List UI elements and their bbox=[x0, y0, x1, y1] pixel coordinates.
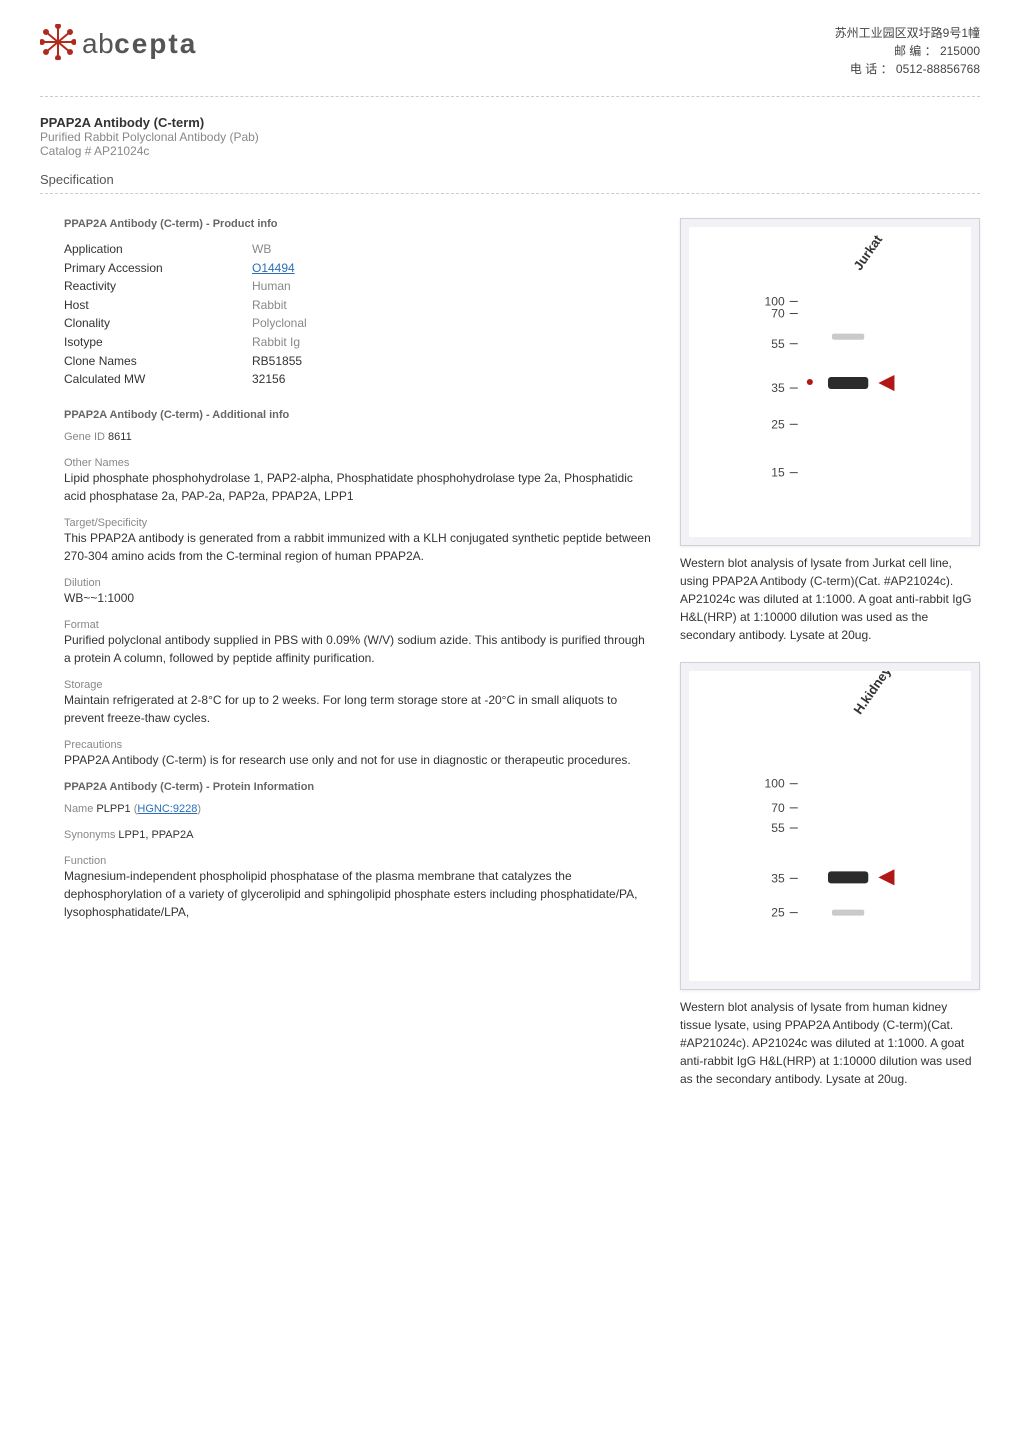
figure-2-box: H.kidney10070553525 bbox=[680, 662, 980, 990]
svg-text:25: 25 bbox=[771, 906, 785, 920]
kv-val: WB bbox=[252, 240, 271, 259]
field-label: Storage bbox=[64, 679, 652, 691]
field-text: This PPAP2A antibody is generated from a… bbox=[64, 529, 652, 565]
hgnc-link[interactable]: HGNC:9228 bbox=[137, 803, 197, 815]
kv-row: IsotypeRabbit Ig bbox=[64, 333, 652, 352]
kv-row: HostRabbit bbox=[64, 296, 652, 315]
gene-id-row: Gene ID 8611 bbox=[64, 431, 652, 443]
logo-word: abcepta bbox=[82, 28, 197, 60]
kv-val: Polyclonal bbox=[252, 314, 307, 333]
product-info-heading: PPAP2A Antibody (C-term) - Product info bbox=[64, 218, 652, 230]
brand-prefix: ab bbox=[82, 28, 114, 59]
synonyms-row: Synonyms LPP1, PPAP2A bbox=[64, 829, 652, 841]
svg-text:100: 100 bbox=[765, 777, 785, 791]
kv-key: Primary Accession bbox=[64, 259, 252, 278]
kv-key: Clone Names bbox=[64, 352, 252, 371]
kv-row: Primary AccessionO14494 bbox=[64, 259, 652, 278]
field-label: Precautions bbox=[64, 739, 652, 751]
right-column: Jurkat1007055352515 Western blot analysi… bbox=[680, 218, 980, 1106]
field-text: Lipid phosphate phosphohydrolase 1, PAP2… bbox=[64, 469, 652, 505]
addr-line2: 邮 编 ： 215000 bbox=[835, 42, 980, 60]
field-label: Dilution bbox=[64, 577, 652, 589]
additional-blocks: Other NamesLipid phosphate phosphohydrol… bbox=[64, 457, 652, 769]
kv-row: Clone NamesRB51855 bbox=[64, 352, 652, 371]
product-catalog: Catalog # AP21024c bbox=[40, 144, 980, 158]
figure-1-box: Jurkat1007055352515 bbox=[680, 218, 980, 546]
kv-val: Rabbit Ig bbox=[252, 333, 300, 352]
svg-text:35: 35 bbox=[771, 871, 785, 885]
kv-val: Rabbit bbox=[252, 296, 287, 315]
kv-key: Application bbox=[64, 240, 252, 259]
kv-key: Isotype bbox=[64, 333, 252, 352]
specification-heading: Specification bbox=[40, 172, 980, 194]
protein-name-row: Name PLPP1 (HGNC:9228) bbox=[64, 803, 652, 815]
kv-row: ReactivityHuman bbox=[64, 277, 652, 296]
field-text: Maintain refrigerated at 2-8°C for up to… bbox=[64, 691, 652, 727]
product-subtitle: Purified Rabbit Polyclonal Antibody (Pab… bbox=[40, 130, 980, 144]
addr-line1: 苏州工业园区双圩路9号1幢 bbox=[835, 24, 980, 42]
kv-val: RB51855 bbox=[252, 352, 302, 371]
kv-row: ClonalityPolyclonal bbox=[64, 314, 652, 333]
kv-val[interactable]: O14494 bbox=[252, 259, 295, 278]
kv-key: Host bbox=[64, 296, 252, 315]
svg-text:35: 35 bbox=[771, 381, 785, 395]
protein-name-value: PLPP1 bbox=[96, 803, 133, 815]
svg-text:70: 70 bbox=[771, 801, 785, 815]
product-title: PPAP2A Antibody (C-term) bbox=[40, 115, 980, 130]
kv-key: Calculated MW bbox=[64, 370, 252, 389]
figure-1-caption: Western blot analysis of lysate from Jur… bbox=[680, 554, 980, 644]
field-text: WB~~1:1000 bbox=[64, 589, 652, 607]
field-label: Format bbox=[64, 619, 652, 631]
additional-info-heading: PPAP2A Antibody (C-term) - Additional in… bbox=[64, 409, 652, 421]
field-text: PPAP2A Antibody (C-term) is for research… bbox=[64, 751, 652, 769]
product-info-table: ApplicationWBPrimary AccessionO14494Reac… bbox=[64, 240, 652, 389]
svg-text:55: 55 bbox=[771, 337, 785, 351]
western-blot-2: H.kidney10070553525 bbox=[689, 671, 971, 981]
figure-2-caption: Western blot analysis of lysate from hum… bbox=[680, 998, 980, 1088]
svg-text:55: 55 bbox=[771, 821, 785, 835]
svg-text:25: 25 bbox=[771, 417, 785, 431]
kv-val: Human bbox=[252, 277, 291, 296]
logo: abcepta bbox=[40, 24, 197, 63]
protein-info-heading: PPAP2A Antibody (C-term) - Protein Infor… bbox=[64, 781, 652, 793]
synonyms-value: LPP1, PPAP2A bbox=[118, 829, 193, 841]
function-text: Magnesium-independent phospholipid phosp… bbox=[64, 867, 652, 921]
brand-bold: cepta bbox=[114, 28, 197, 59]
field-label: Target/Specificity bbox=[64, 517, 652, 529]
kv-row: ApplicationWB bbox=[64, 240, 652, 259]
field-label: Other Names bbox=[64, 457, 652, 469]
header: abcepta 苏州工业园区双圩路9号1幢 邮 编 ： 215000 电 话 ：… bbox=[40, 24, 980, 97]
body-columns: PPAP2A Antibody (C-term) - Product info … bbox=[40, 218, 980, 1106]
addr-line3: 电 话 ： 0512-88856768 bbox=[835, 60, 980, 78]
address-block: 苏州工业园区双圩路9号1幢 邮 编 ： 215000 电 话 ： 0512-88… bbox=[835, 24, 980, 78]
gene-id-value: 8611 bbox=[108, 431, 132, 443]
kv-key: Reactivity bbox=[64, 277, 252, 296]
field-text: Purified polyclonal antibody supplied in… bbox=[64, 631, 652, 667]
protein-name-label: Name bbox=[64, 803, 96, 815]
svg-text:70: 70 bbox=[771, 307, 785, 321]
function-label: Function bbox=[64, 855, 652, 867]
synonyms-label: Synonyms bbox=[64, 829, 118, 841]
page: abcepta 苏州工业园区双圩路9号1幢 邮 编 ： 215000 电 话 ：… bbox=[0, 0, 1020, 1146]
gene-id-label: Gene ID bbox=[64, 431, 108, 443]
kv-val: 32156 bbox=[252, 370, 285, 389]
left-column: PPAP2A Antibody (C-term) - Product info … bbox=[40, 218, 652, 1106]
kv-key: Clonality bbox=[64, 314, 252, 333]
logo-burst-icon bbox=[40, 24, 76, 63]
svg-text:15: 15 bbox=[771, 466, 785, 480]
title-block: PPAP2A Antibody (C-term) Purified Rabbit… bbox=[40, 115, 980, 158]
western-blot-1: Jurkat1007055352515 bbox=[689, 227, 971, 537]
kv-row: Calculated MW32156 bbox=[64, 370, 652, 389]
